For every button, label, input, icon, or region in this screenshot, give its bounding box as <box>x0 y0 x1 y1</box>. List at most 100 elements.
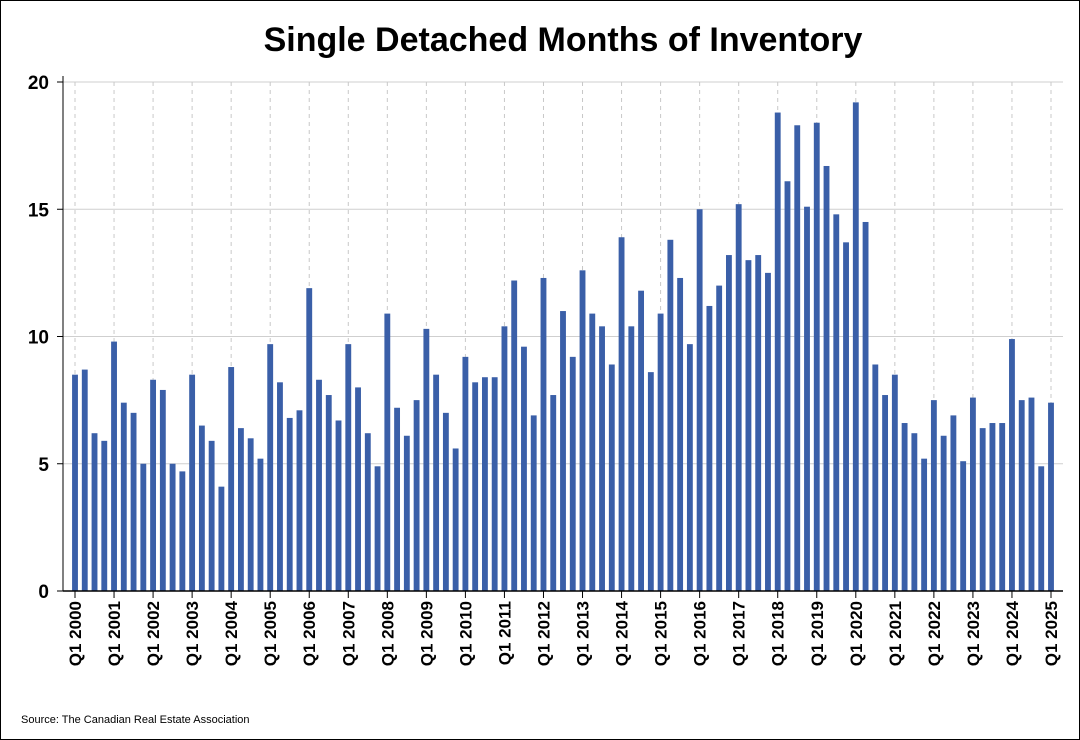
bar <box>1009 339 1015 591</box>
x-tick-label: Q1 2010 <box>456 601 475 666</box>
bar <box>794 125 801 591</box>
bar <box>364 433 371 591</box>
bar <box>589 313 596 591</box>
bar <box>823 165 830 592</box>
bar <box>423 328 430 591</box>
bar <box>198 425 205 591</box>
bar <box>530 415 537 591</box>
bar <box>218 486 225 591</box>
y-tick-label: 20 <box>28 73 49 94</box>
bar <box>706 305 713 591</box>
x-tick-label: Q1 2015 <box>652 601 671 666</box>
bar <box>960 461 967 591</box>
bar <box>979 428 986 591</box>
bar <box>1018 400 1025 591</box>
bar <box>969 397 976 591</box>
x-tick-label: Q1 2025 <box>1042 601 1061 666</box>
bar <box>725 255 732 591</box>
x-tick-label: Q1 2021 <box>886 601 905 666</box>
bar <box>608 364 615 591</box>
bar <box>560 311 566 591</box>
bar <box>81 369 88 591</box>
bar <box>169 463 176 591</box>
bar <box>491 377 498 591</box>
x-tick-label: Q1 2003 <box>183 601 202 666</box>
bar <box>384 313 391 591</box>
x-tick-label: Q1 2009 <box>417 601 436 666</box>
bar <box>150 379 157 591</box>
x-tick-label: Q1 2018 <box>769 601 788 666</box>
bar <box>667 239 674 592</box>
bar <box>325 395 332 591</box>
source-note: Source: The Canadian Real Estate Associa… <box>21 714 250 726</box>
bar <box>843 242 849 591</box>
bar <box>91 433 98 591</box>
x-tick-label: Q1 2016 <box>691 601 710 666</box>
bar <box>111 341 117 591</box>
bar <box>1028 397 1035 591</box>
bar <box>247 438 254 591</box>
bar <box>1038 466 1045 591</box>
bar <box>989 423 996 591</box>
bar <box>569 356 576 591</box>
y-tick-label: 10 <box>28 328 49 349</box>
bar <box>930 400 937 591</box>
bar <box>940 435 947 591</box>
bar <box>628 326 635 591</box>
x-tick-label: Q1 2022 <box>925 601 944 666</box>
bar <box>355 387 361 591</box>
bar <box>784 181 791 591</box>
bar <box>296 410 303 591</box>
bar <box>413 400 420 591</box>
x-tick-label: Q1 2014 <box>613 600 632 666</box>
x-tick-label: Q1 2007 <box>339 601 358 666</box>
x-tick-label: Q1 2017 <box>730 601 749 666</box>
bar <box>852 102 859 592</box>
bar <box>921 458 928 591</box>
bar <box>179 471 186 591</box>
bar <box>755 255 762 591</box>
bar <box>901 423 908 591</box>
bar <box>277 382 283 591</box>
bar <box>618 237 625 591</box>
bar <box>286 417 293 591</box>
bar <box>999 423 1006 591</box>
bar <box>686 344 693 591</box>
x-tick-label: Q1 2024 <box>1003 600 1022 666</box>
bar <box>696 209 703 591</box>
bar <box>872 364 879 591</box>
bar <box>159 389 166 591</box>
bar <box>481 377 488 591</box>
bar <box>316 379 322 591</box>
bar <box>345 344 352 591</box>
y-tick-label: 5 <box>38 455 49 476</box>
x-tick-label: Q1 2006 <box>300 601 319 666</box>
bar <box>511 280 518 591</box>
bar <box>950 415 957 591</box>
bar <box>891 374 898 591</box>
axes-layer <box>57 76 1063 598</box>
bar <box>237 428 244 591</box>
bar <box>599 326 605 591</box>
x-tick-label: Q1 2008 <box>378 601 397 666</box>
bar <box>911 433 918 591</box>
bar <box>657 313 664 591</box>
bar <box>452 448 459 591</box>
x-tick-label: Q1 2000 <box>66 601 85 666</box>
x-tick-label: Q1 2004 <box>222 600 241 666</box>
x-tick-label: Q1 2001 <box>105 601 124 666</box>
bar <box>120 402 127 591</box>
bars-layer <box>72 102 1054 592</box>
bar <box>716 285 723 591</box>
bar <box>442 412 449 591</box>
ticks-layer: 0 5 10 15 20 Q1 2000 Q1 2001 Q1 2002 Q1 2003 Q1 2… <box>28 73 1061 666</box>
bar <box>647 372 654 591</box>
bar <box>677 277 684 591</box>
chart-title: Single Detached Months of Inventory <box>264 21 863 59</box>
bar <box>745 260 752 591</box>
bar <box>335 420 342 591</box>
bar <box>735 204 742 591</box>
bar <box>462 356 469 591</box>
x-tick-label: Q1 2011 <box>495 601 514 665</box>
